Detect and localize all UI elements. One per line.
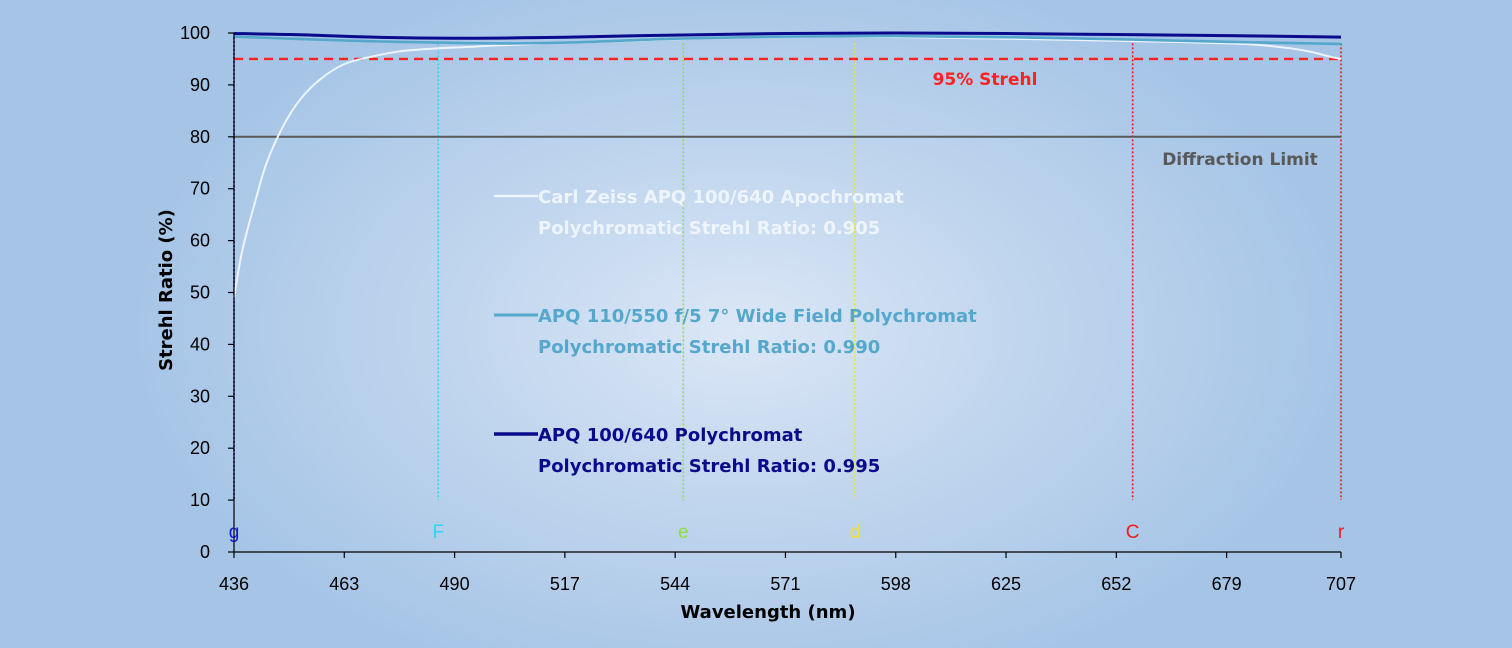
legend-name-3: APQ 100/640 Polychromat	[538, 425, 803, 446]
x-tick-label: 598	[881, 574, 911, 594]
y-tick-label: 0	[200, 542, 210, 562]
x-tick-label: 571	[770, 574, 800, 594]
x-tick-label: 463	[329, 574, 359, 594]
y-tick-label: 80	[190, 127, 210, 147]
x-axis-title: Wavelength (nm)	[680, 602, 855, 623]
spectral-label-e: e	[678, 522, 689, 543]
x-tick-label: 490	[440, 574, 470, 594]
x-tick-label: 679	[1212, 574, 1242, 594]
y-tick-label: 20	[190, 438, 210, 458]
spectral-label-F: F	[432, 522, 444, 543]
reference-label-diffraction: Diffraction Limit	[1162, 150, 1318, 170]
y-tick-label: 90	[190, 75, 210, 95]
y-tick-label: 30	[190, 386, 210, 406]
legend-name-2: APQ 110/550 f/5 7° Wide Field Polychroma…	[538, 306, 977, 327]
x-tick-label: 544	[660, 574, 690, 594]
y-tick-label: 70	[190, 179, 210, 199]
y-tick-label: 40	[190, 334, 210, 354]
y-tick-label: 50	[190, 283, 210, 303]
legend-subtitle-1: Polychromatic Strehl Ratio: 0.905	[538, 218, 880, 239]
spectral-label-r: r	[1338, 522, 1345, 543]
x-tick-label: 652	[1101, 574, 1131, 594]
legend-subtitle-2: Polychromatic Strehl Ratio: 0.990	[538, 337, 880, 358]
series-line-3	[233, 31, 1342, 40]
x-tick-label: 625	[991, 574, 1021, 594]
reference-label-strehl95: 95% Strehl	[933, 70, 1038, 90]
x-tick-label: 436	[219, 574, 249, 594]
y-tick-label: 60	[190, 231, 210, 251]
x-tick-label: 707	[1326, 574, 1356, 594]
y-axis-title: Strehl Ratio (%)	[156, 209, 177, 371]
legend-name-1: Carl Zeiss APQ 100/640 Apochromat	[538, 187, 904, 208]
spectral-label-C: C	[1126, 522, 1140, 543]
y-tick-label: 100	[180, 23, 210, 43]
legend-subtitle-3: Polychromatic Strehl Ratio: 0.995	[538, 456, 880, 477]
x-tick-label: 517	[550, 574, 580, 594]
y-tick-label: 10	[190, 490, 210, 510]
series-line-2	[233, 34, 1342, 46]
spectral-label-d: d	[850, 522, 861, 543]
